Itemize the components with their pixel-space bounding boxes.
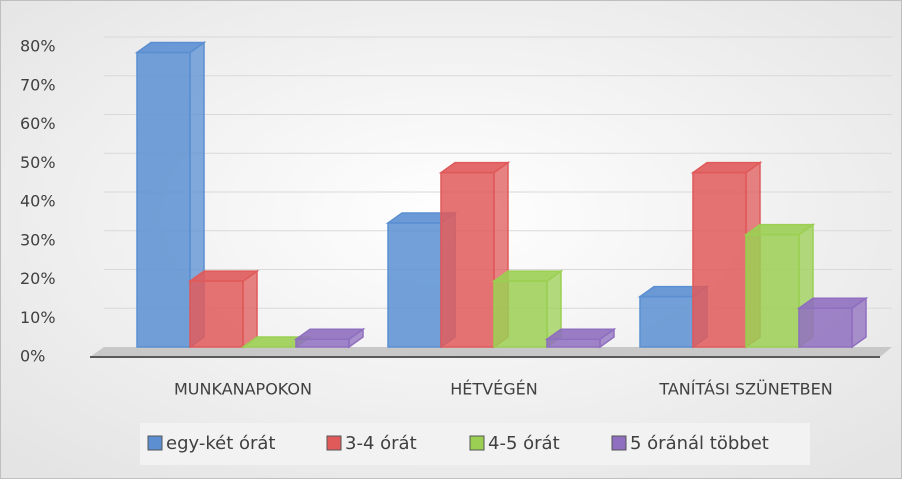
- legend-swatch: [147, 435, 163, 451]
- legend-label: 4-5 órát: [488, 433, 560, 454]
- bar-front: [692, 171, 747, 348]
- bar-front: [546, 338, 601, 348]
- bar-front: [387, 222, 442, 348]
- legend-label: 5 óránál többet: [630, 433, 769, 454]
- bar-front: [745, 233, 800, 348]
- legend-swatch: [469, 435, 485, 451]
- bar-front: [798, 307, 853, 348]
- y-tick-label: 30%: [20, 230, 56, 249]
- legend-label: egy-két órát: [166, 433, 275, 454]
- y-tick-label: 40%: [20, 192, 56, 211]
- bar: [293, 327, 366, 349]
- y-tick-label: 0%: [20, 347, 45, 366]
- bar-front: [189, 280, 244, 348]
- bar-front: [440, 171, 495, 348]
- bar: [134, 41, 207, 349]
- bar-front: [639, 295, 694, 348]
- y-tick-label: 70%: [20, 75, 56, 94]
- legend-label: 3-4 órát: [345, 433, 417, 454]
- bar-front: [295, 338, 350, 348]
- floor: [90, 347, 892, 357]
- y-tick-label: 20%: [20, 269, 56, 288]
- y-tick-label: 80%: [20, 37, 56, 56]
- legend-swatch: [326, 435, 342, 451]
- bar: [796, 296, 869, 349]
- x-tick-label: HÉTVÉGÉN: [450, 380, 537, 399]
- y-tick-label: 60%: [20, 114, 56, 133]
- y-tick-label: 10%: [20, 308, 56, 327]
- x-tick-label: MUNKANAPOKON: [174, 380, 312, 399]
- legend-swatch: [611, 435, 627, 451]
- x-tick-label: TANÍTÁSI SZÜNETBEN: [658, 380, 832, 399]
- bar-front: [493, 280, 548, 348]
- bar: [187, 269, 260, 349]
- y-tick-label: 50%: [20, 153, 56, 172]
- bar-front: [136, 51, 191, 348]
- bar: [544, 327, 617, 349]
- bar: [743, 223, 816, 349]
- bar: [491, 269, 564, 349]
- bar: [438, 161, 511, 349]
- bar-side: [242, 269, 258, 349]
